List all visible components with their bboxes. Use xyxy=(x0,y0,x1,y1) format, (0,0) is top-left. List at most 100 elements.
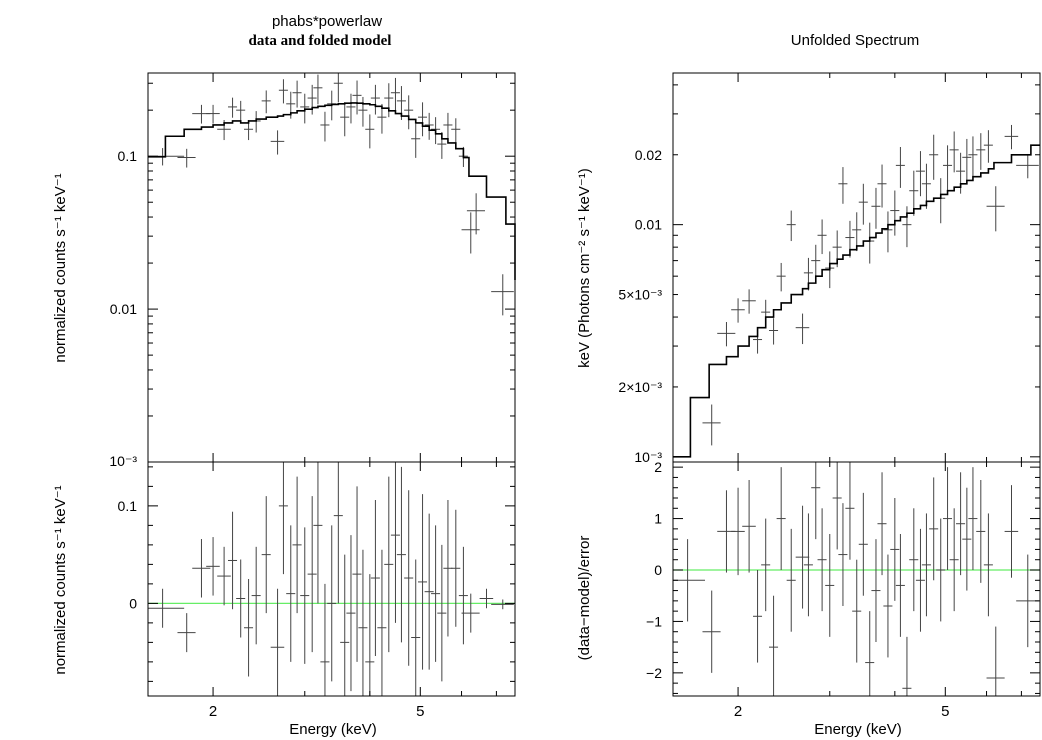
top-left-data-point xyxy=(236,100,246,121)
top-left-model-histogram xyxy=(148,102,516,280)
bottom-left-residual-point xyxy=(491,599,514,610)
top-left-data-point xyxy=(365,114,375,149)
top-left-data-point xyxy=(411,123,421,158)
top-left-data-point xyxy=(390,77,400,112)
bottom-left-residual-point xyxy=(320,583,330,696)
bottom-left-residual-point xyxy=(313,462,323,604)
bottom-left-residual-point xyxy=(365,574,375,696)
top-right-data-point xyxy=(883,211,893,253)
bottom-left-residual-point xyxy=(270,588,285,696)
bottom-left-frame xyxy=(147,461,516,697)
bottom-right-residual-point xyxy=(742,480,756,573)
left-xlabel: Energy (keV) xyxy=(289,721,377,738)
bottom-right-residual-points xyxy=(673,462,1039,696)
top-right-data-point xyxy=(949,131,959,173)
bottom-left-residual-point xyxy=(370,500,380,657)
bottom-right-xtick-label: 2 xyxy=(734,703,742,720)
top-right-data-point xyxy=(702,404,721,446)
bottom-left-residual-point xyxy=(411,559,421,696)
bottom-right-residual-point xyxy=(890,498,900,601)
top-right-ytick-label: 5×10⁻³ xyxy=(618,287,662,303)
top-left-data-point xyxy=(370,84,380,115)
top-left-data-point xyxy=(320,111,330,142)
top-right-data-point xyxy=(983,130,993,163)
bottom-left-residual-point xyxy=(177,613,196,653)
bottom-left-residual-point xyxy=(292,476,302,614)
bottom-right-residual-point xyxy=(761,518,771,612)
bottom-right-residual-point xyxy=(871,539,881,642)
bottom-right-residual-point xyxy=(786,528,796,632)
top-right-data-point xyxy=(962,138,972,180)
top-left-data-point xyxy=(443,112,453,140)
top-left-data-point xyxy=(192,104,211,124)
top-right-data-point xyxy=(786,210,796,242)
bottom-right-residual-point xyxy=(838,503,848,606)
bottom-right-residual-point xyxy=(929,477,939,581)
left-top-ylabel: normalized counts s⁻¹ keV⁻¹ xyxy=(52,173,69,362)
top-right-data-point xyxy=(902,206,912,248)
top-left-data-point xyxy=(333,73,343,103)
bottom-left-residual-point xyxy=(278,462,288,575)
bottom-right-residual-point xyxy=(1004,485,1019,578)
top-right-data-point xyxy=(986,186,1005,232)
bottom-right-ytick-label: 1 xyxy=(654,511,662,527)
bottom-right-residual-point xyxy=(702,590,721,673)
bottom-right-residual-point xyxy=(942,467,953,570)
bottom-left-residual-point xyxy=(384,476,394,653)
right-top-ylabel: keV (Photons cm⁻² s⁻¹ keV⁻¹) xyxy=(576,168,593,368)
top-left-frame xyxy=(147,72,516,463)
top-right-data-point xyxy=(871,187,881,229)
top-right-ytick-label: 0.02 xyxy=(635,147,662,163)
bottom-right-ytick-label: 0 xyxy=(654,562,662,578)
bottom-right-residual-point xyxy=(986,626,1005,696)
bottom-right-residual-point xyxy=(883,554,893,658)
bottom-right-residual-point xyxy=(752,570,763,663)
top-right-ytick-label: 0.01 xyxy=(635,217,662,233)
bottom-right-xtick-label: 5 xyxy=(941,703,949,720)
top-right-data-point xyxy=(776,262,786,292)
bottom-left-residual-point xyxy=(358,549,368,696)
top-left-data-point xyxy=(491,274,514,316)
top-left-data-point xyxy=(278,79,288,104)
top-left-data-point xyxy=(340,102,350,137)
top-left-data-point xyxy=(270,130,285,155)
bottom-left-residual-point xyxy=(443,500,453,637)
bottom-left-residual-point xyxy=(390,462,400,623)
top-right-data-point xyxy=(852,212,862,252)
bottom-left-residual-point xyxy=(458,546,468,645)
bottom-right-residual-point xyxy=(956,472,966,576)
top-right-data-point xyxy=(717,322,736,347)
top-right-data-point xyxy=(976,133,986,170)
bottom-right-residual-point xyxy=(769,595,779,696)
top-right-data-point xyxy=(895,147,905,188)
top-left-ytick-label: 0.01 xyxy=(110,301,137,317)
right-bottom-ylabel: (data−model)/error xyxy=(576,536,593,661)
bottom-left-residual-point xyxy=(244,579,254,677)
top-right-data-point xyxy=(769,318,779,345)
top-right-data-point xyxy=(838,167,848,204)
top-right-data-point xyxy=(865,222,875,264)
bottom-right-residual-point xyxy=(832,462,842,550)
bottom-left-residual-point xyxy=(217,546,231,606)
top-right-data-point xyxy=(929,134,939,180)
top-right-ytick-label: 10⁻³ xyxy=(634,449,662,465)
bottom-right-ytick-label: −1 xyxy=(646,613,662,629)
bottom-right-residual-point xyxy=(795,505,810,609)
bottom-left-residual-point xyxy=(148,588,185,628)
top-right-ytick-label: 2×10⁻³ xyxy=(618,379,662,395)
bottom-right-residual-point xyxy=(949,508,959,612)
top-right-data-point xyxy=(817,219,827,255)
bottom-left-residual-point xyxy=(333,462,343,604)
top-left-data-point xyxy=(461,212,480,254)
bottom-left-residual-point xyxy=(424,513,434,670)
top-left-ytick-label: 10⁻³ xyxy=(109,453,137,469)
panel-subtitle: data and folded model xyxy=(249,33,392,49)
bottom-left-residual-point xyxy=(377,549,387,696)
bottom-right-residual-point xyxy=(909,508,919,612)
bottom-left-residual-point xyxy=(206,537,220,596)
bottom-right-residual-point xyxy=(895,534,905,637)
bottom-left-residual-point xyxy=(396,466,406,643)
bottom-right-residual-point xyxy=(825,534,835,637)
